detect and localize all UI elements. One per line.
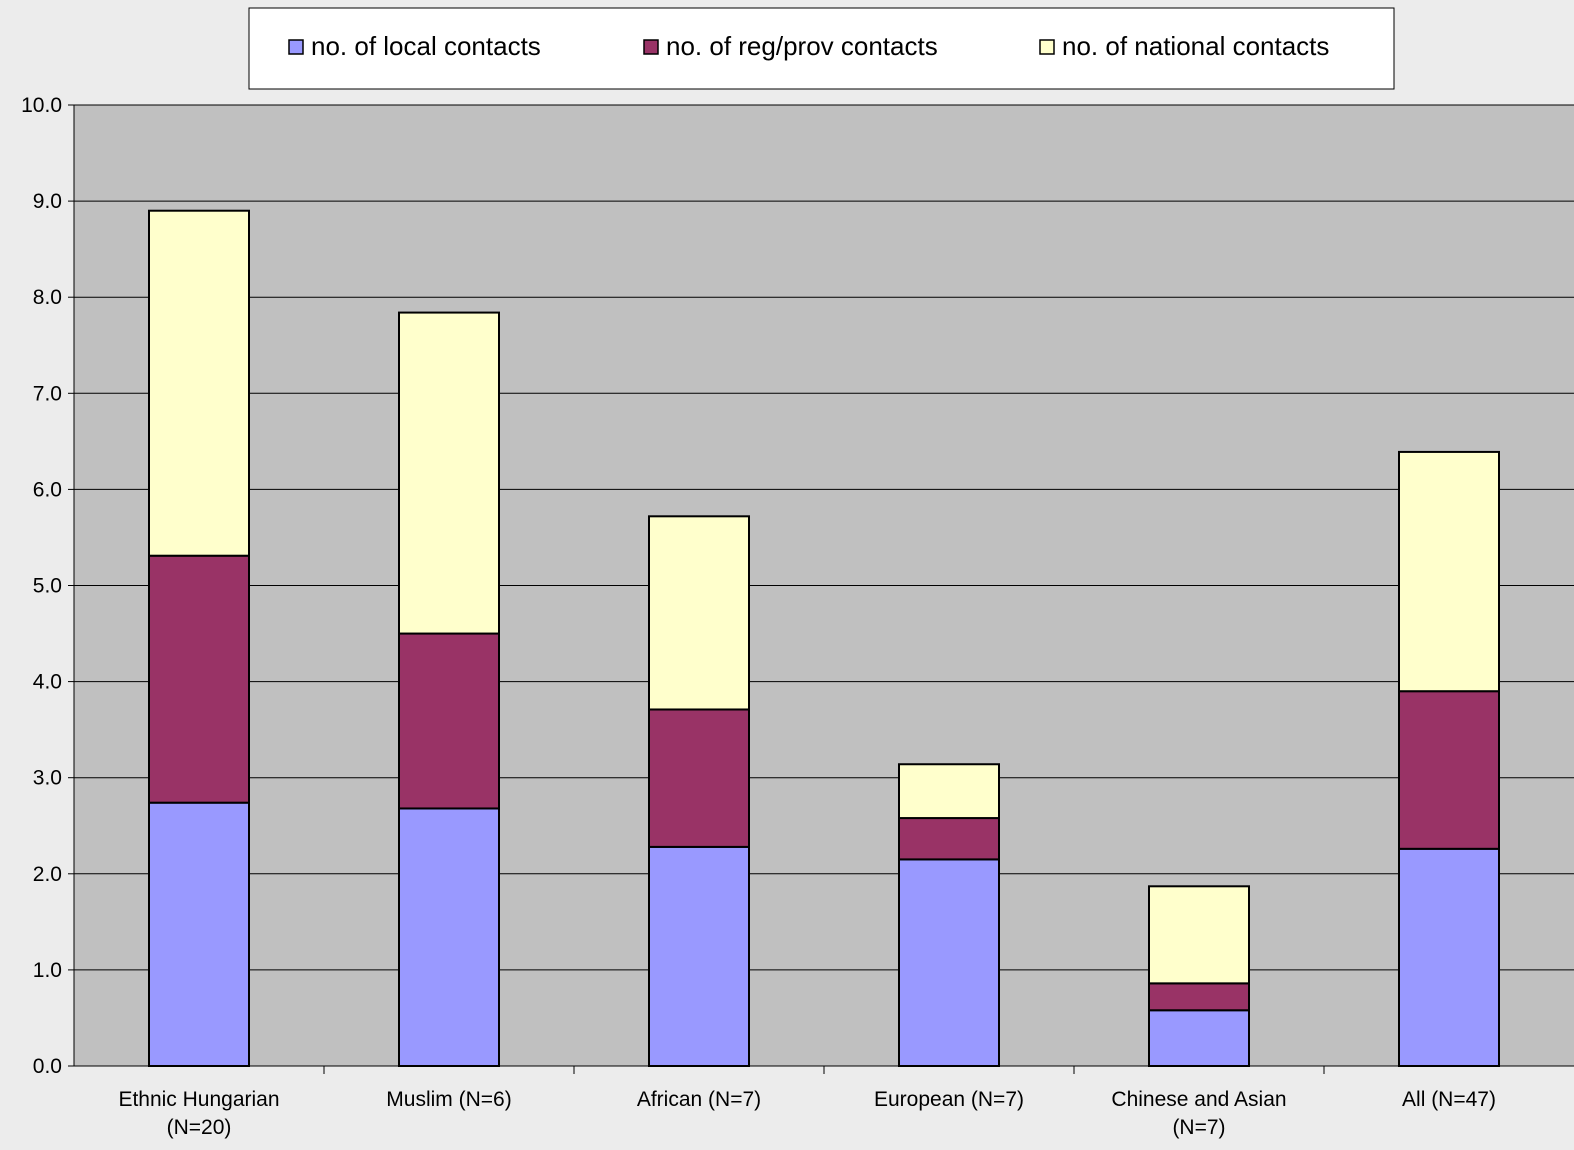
legend-label-2: no. of reg/prov contacts <box>666 31 938 61</box>
y-tick-label: 7.0 <box>33 382 62 405</box>
bar-segment-3-6 <box>1398 450 1500 693</box>
legend-swatch-3 <box>1039 39 1055 55</box>
y-tick-label: 3.0 <box>33 767 62 790</box>
y-tick-label: 2.0 <box>33 863 62 886</box>
bar-segment-2-4 <box>898 817 1000 861</box>
x-tick-label: European (N=7) <box>874 1088 1024 1111</box>
bar-segment-1-6 <box>1398 847 1500 1068</box>
bar-segment-3-2 <box>398 311 500 635</box>
x-tick-label: African (N=7) <box>637 1088 761 1111</box>
y-tick-label: 4.0 <box>33 671 62 694</box>
bar-segment-2-2 <box>398 632 500 810</box>
bar-segment-3-5 <box>1148 885 1250 985</box>
bar-segment-3-3 <box>648 515 750 711</box>
x-tick-label: Muslim (N=6) <box>386 1088 511 1111</box>
y-tick-label: 9.0 <box>33 190 62 213</box>
y-tick-label: 10.0 <box>21 94 62 117</box>
legend: no. of local contacts no. of reg/prov con… <box>248 7 1395 90</box>
y-tick-label: 6.0 <box>33 478 62 501</box>
y-tick-label: 0.0 <box>33 1055 62 1078</box>
bar-segment-2-1 <box>148 554 250 804</box>
bar-segment-2-6 <box>1398 690 1500 850</box>
x-tick-label: All (N=47) <box>1402 1088 1496 1111</box>
y-tick-label: 8.0 <box>33 286 62 309</box>
y-tick-label: 1.0 <box>33 959 62 982</box>
bar-segment-3-1 <box>148 209 250 557</box>
bar-segment-1-4 <box>898 858 1000 1068</box>
bar-segment-1-1 <box>148 801 250 1067</box>
bar-segment-1-5 <box>1148 1009 1250 1068</box>
bar-segment-2-5 <box>1148 982 1250 1012</box>
legend-label-3: no. of national contacts <box>1062 31 1329 61</box>
bar-segment-1-3 <box>648 845 750 1068</box>
bar-segment-2-3 <box>648 708 750 848</box>
bar-segment-3-4 <box>898 763 1000 820</box>
bar-segment-1-2 <box>398 807 500 1068</box>
legend-label-1: no. of local contacts <box>311 31 541 61</box>
axes <box>68 104 1574 1074</box>
gridlines <box>74 104 1574 971</box>
legend-box <box>248 7 1395 90</box>
legend-swatch-2 <box>643 39 659 55</box>
tick-labels: 0.0 1.0 2.0 3.0 4.0 5.0 6.0 7.0 8.0 9.0 10.0 Ethnic… <box>21 94 1496 1139</box>
x-tick-label: Chinese and Asian (N=7) <box>1111 1088 1286 1139</box>
legend-swatch-1 <box>288 39 304 55</box>
bars <box>148 209 1500 1068</box>
y-tick-label: 5.0 <box>33 575 62 598</box>
x-tick-label: Ethnic Hungarian (N=20) <box>118 1088 279 1139</box>
